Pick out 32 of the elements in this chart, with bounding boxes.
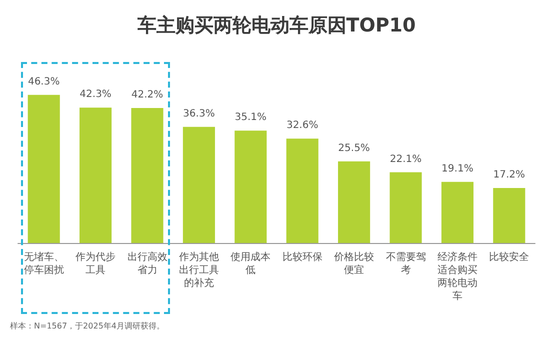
data-label: 17.2%	[493, 169, 526, 180]
bar	[390, 172, 422, 243]
bar	[182, 126, 215, 243]
data-label: 22.1%	[390, 154, 422, 165]
data-label: 35.1%	[234, 112, 267, 124]
bar	[441, 182, 474, 243]
x-tick-label: 比较环保	[282, 251, 322, 263]
x-tick-label: 使用成本低	[230, 251, 271, 276]
bar	[338, 161, 370, 243]
chart-title: 车主购买两轮电动车原因TOP10	[136, 14, 416, 36]
x-tick-label: 作为代步工具	[74, 251, 116, 276]
bar	[493, 188, 526, 243]
data-label: 36.3%	[183, 108, 215, 120]
bar	[28, 94, 60, 243]
x-tick-label: 比较安全	[489, 251, 530, 263]
text: 样本：N=1567，于2025年4月调研获得。	[10, 322, 164, 330]
bar	[286, 138, 318, 243]
data-label: 42.3%	[80, 89, 112, 100]
x-tick-label: 无堵车、停车困扰	[24, 251, 64, 276]
bar	[80, 108, 112, 243]
x-tick-label: 作为其他出行工具的补充	[178, 251, 219, 289]
data-label: 46.3%	[28, 76, 60, 88]
bar	[234, 130, 267, 243]
bar	[131, 108, 164, 243]
data-label: 19.1%	[442, 163, 474, 174]
x-tick-label: 经济条件适合购买两轮电动车	[437, 251, 478, 302]
x-tick-label: 出行高效省力	[127, 251, 168, 276]
data-label: 25.5%	[338, 142, 370, 154]
data-label: 32.6%	[286, 120, 318, 132]
data-label: 42.2%	[131, 89, 164, 100]
x-tick-label: 价格比较便宜	[333, 251, 374, 276]
x-tick-label: 不需要驾考	[386, 252, 426, 276]
